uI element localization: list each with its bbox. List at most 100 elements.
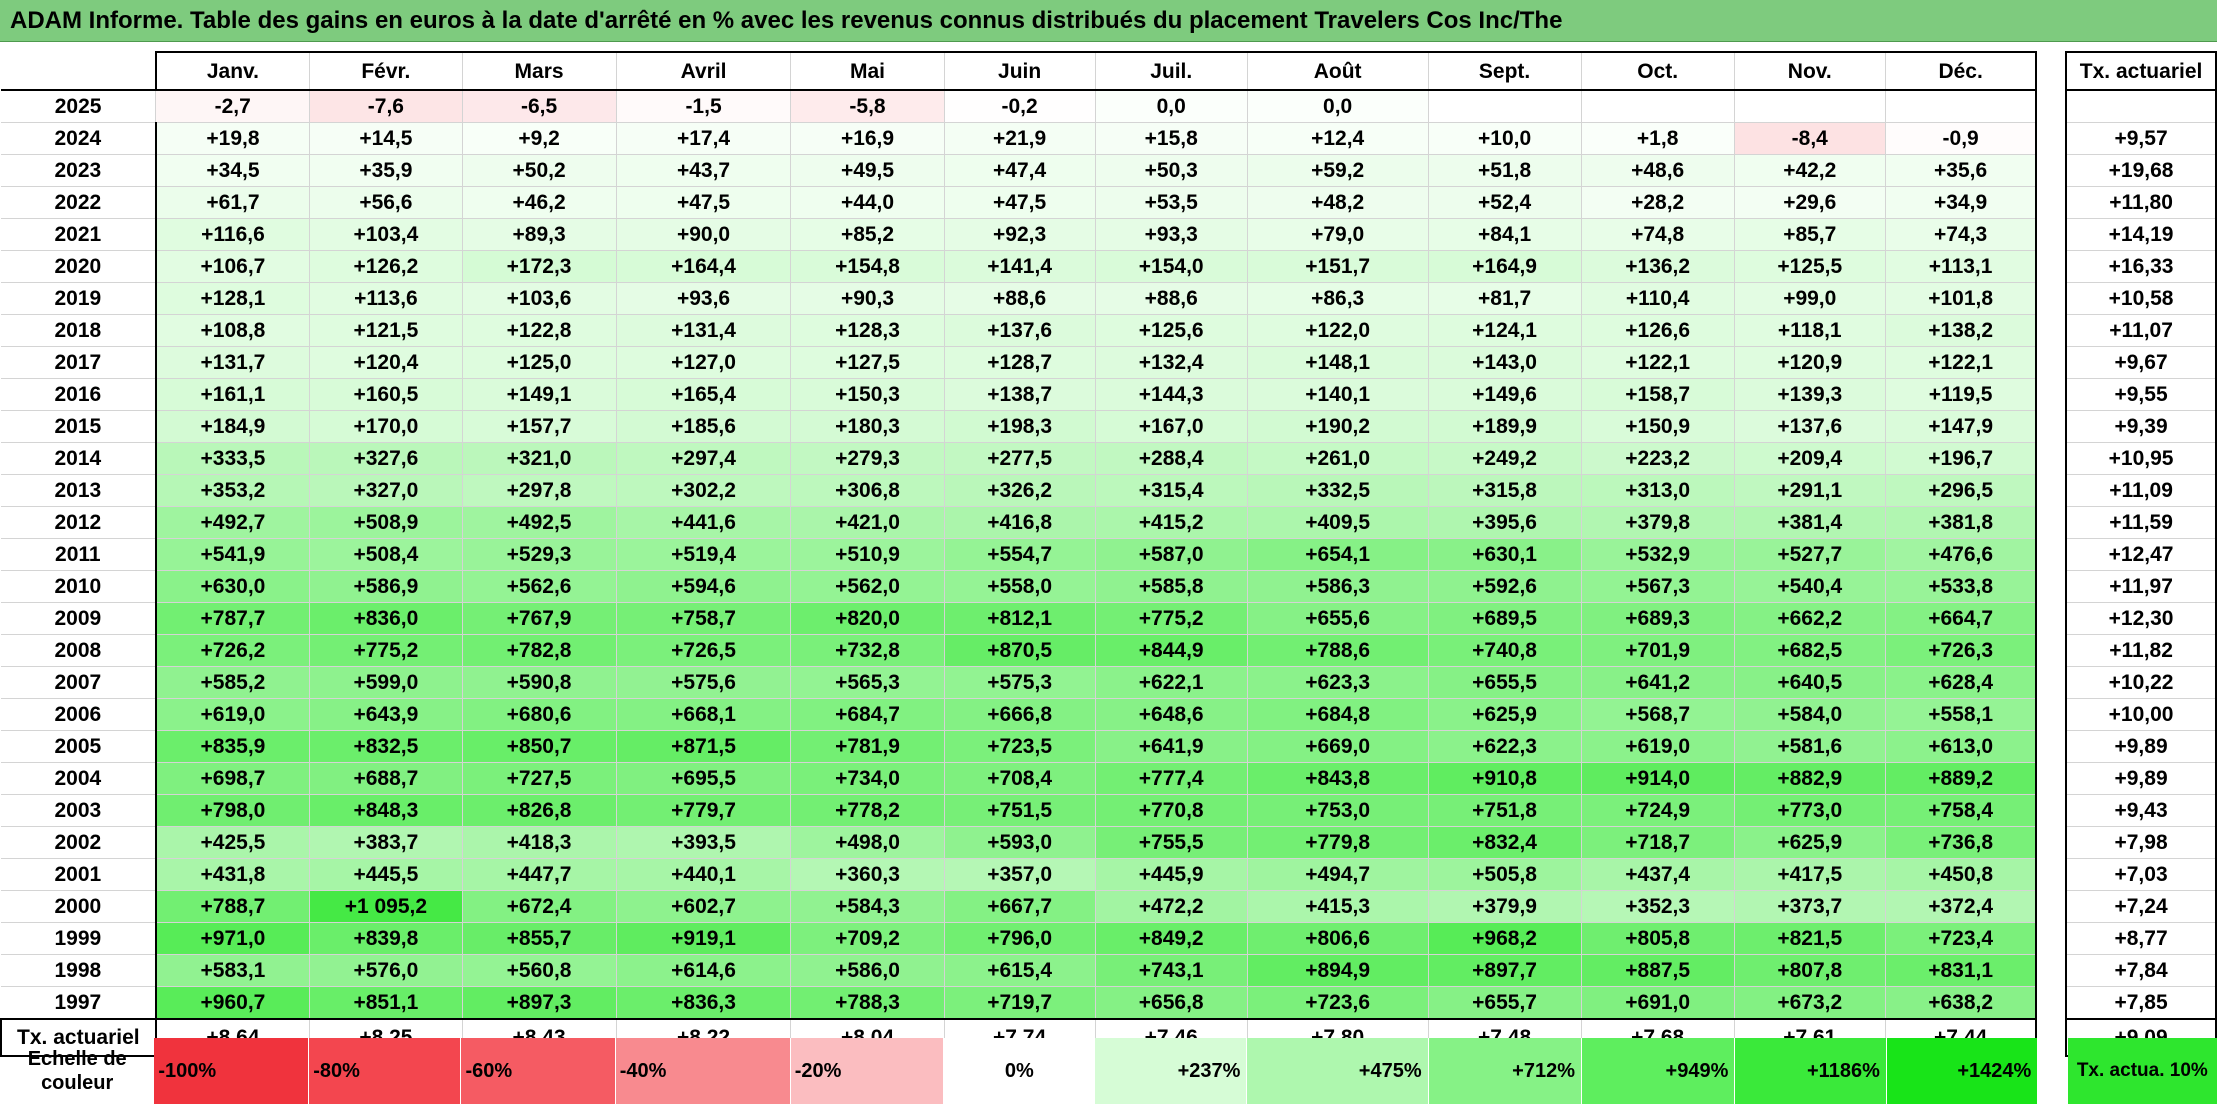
value-cell: +126,2	[309, 250, 463, 283]
value-cell: +788,3	[790, 986, 945, 1020]
value-cell: +753,0	[1246, 794, 1429, 827]
value-cell: +154,8	[790, 250, 945, 283]
value-cell: +372,4	[1884, 890, 2038, 923]
value-cell: +751,8	[1427, 794, 1582, 827]
value-cell: +585,2	[154, 666, 311, 699]
value-cell: +14,5	[309, 122, 463, 155]
value-cell: +223,2	[1580, 442, 1735, 475]
value-cell: +723,4	[1884, 922, 2038, 955]
value-cell: +821,5	[1733, 922, 1886, 955]
value-cell: +381,4	[1733, 506, 1886, 539]
value-cell: +415,3	[1246, 890, 1429, 923]
column-gap	[2036, 52, 2067, 90]
value-cell: +184,9	[154, 410, 311, 443]
table-row: 2000 +788,7 +1 095,2 +672,4 +602,7 +584,3 +667…	[1, 890, 2217, 923]
value-cell: +431,8	[154, 858, 311, 891]
value-cell: +395,6	[1427, 506, 1582, 539]
value-cell: +622,1	[1094, 666, 1248, 699]
value-cell: +541,9	[154, 538, 311, 571]
column-gap	[2036, 730, 2067, 763]
value-cell: +630,1	[1427, 538, 1582, 571]
year-label: 2025	[1, 89, 157, 123]
value-cell: +383,7	[309, 826, 463, 859]
value-cell: +74,3	[1884, 218, 2038, 251]
value-cell: +379,9	[1427, 890, 1582, 923]
value-cell: +172,3	[461, 250, 617, 283]
value-cell: -5,8	[790, 89, 945, 123]
value-cell: +820,0	[790, 602, 945, 635]
value-cell: +726,2	[154, 634, 311, 667]
month-header: Juin	[943, 51, 1096, 91]
value-cell: +562,6	[461, 570, 617, 603]
value-cell: +47,5	[943, 186, 1096, 219]
value-cell: +724,9	[1580, 794, 1735, 827]
value-cell: +49,5	[790, 154, 945, 187]
value-cell: -2,7	[155, 89, 311, 123]
tx-value: +10,95	[2065, 442, 2217, 475]
tx-value: +12,47	[2065, 538, 2217, 571]
value-cell: +655,7	[1427, 986, 1582, 1020]
value-cell: +288,4	[1094, 442, 1248, 475]
value-cell: +669,0	[1246, 730, 1429, 763]
tx-value: +10,58	[2065, 282, 2217, 315]
tx-value: +9,89	[2065, 730, 2217, 763]
value-cell: +575,6	[615, 666, 792, 699]
value-cell: +773,0	[1733, 794, 1886, 827]
tx-value: +7,98	[2065, 826, 2217, 859]
month-header: Janv.	[154, 51, 311, 91]
value-cell: +755,5	[1094, 826, 1248, 859]
value-cell: +421,0	[790, 506, 945, 539]
tx-value: +9,57	[2065, 122, 2217, 155]
value-cell: +806,6	[1246, 922, 1429, 955]
year-label: 2018	[1, 314, 157, 347]
value-cell: +81,7	[1427, 282, 1582, 315]
value-cell: +34,9	[1884, 186, 2038, 219]
header-corner	[1, 52, 156, 91]
value-cell: +16,9	[790, 122, 945, 155]
column-gap	[2036, 858, 2067, 891]
table-row: 1997 +960,7 +851,1 +897,3 +836,3 +788,3 +719,7…	[1, 986, 2217, 1020]
value-cell: +781,9	[790, 730, 945, 763]
value-cell: +832,4	[1427, 826, 1582, 859]
value-cell: +709,2	[790, 922, 945, 955]
value-cell: +128,3	[790, 314, 945, 347]
value-cell: +914,0	[1580, 762, 1735, 795]
year-label: 2011	[1, 538, 157, 571]
value-cell: +796,0	[943, 922, 1096, 955]
color-scale-legend: Echelle de couleur -100% -80% -60% -40% -20% 0…	[0, 1038, 2217, 1104]
value-cell: +807,8	[1733, 954, 1886, 987]
value-cell: +798,0	[154, 794, 311, 827]
tx-value: +9,39	[2065, 410, 2217, 443]
value-cell: +751,5	[943, 794, 1096, 827]
scale-swatch: +1186%	[1734, 1038, 1887, 1104]
year-label: 2003	[1, 794, 157, 827]
value-cell: +132,4	[1094, 346, 1248, 379]
value-cell: +140,1	[1246, 378, 1429, 411]
value-cell: +667,7	[943, 890, 1096, 923]
year-label: 2020	[1, 250, 157, 283]
value-cell: +35,6	[1884, 154, 2038, 187]
value-cell: +352,3	[1580, 890, 1735, 923]
value-cell: -1,5	[615, 89, 792, 123]
value-cell: +297,4	[615, 442, 792, 475]
value-cell: +583,1	[154, 954, 311, 987]
gains-table: Janv. Févr. Mars Avril Mai Juin Juil. Août Sept.…	[0, 51, 2217, 1057]
value-cell: +261,0	[1246, 442, 1429, 475]
year-label: 2023	[1, 154, 157, 187]
value-cell: +695,5	[615, 762, 792, 795]
value-cell: +558,1	[1884, 698, 2038, 731]
value-cell: +897,3	[461, 986, 617, 1020]
year-label: 1999	[1, 922, 157, 955]
column-gap	[2036, 762, 2067, 795]
table-row: 2006 +619,0 +643,9 +680,6 +668,1 +684,7 +666,8…	[1, 698, 2217, 731]
value-cell: +447,7	[461, 858, 617, 891]
column-gap	[2036, 186, 2067, 219]
value-cell: +619,0	[1580, 730, 1735, 763]
year-label: 2005	[1, 730, 157, 763]
column-gap	[2036, 122, 2067, 155]
value-cell: +701,9	[1580, 634, 1735, 667]
value-cell: +185,6	[615, 410, 792, 443]
table-row: 2021 +116,6 +103,4 +89,3 +90,0 +85,2 +92,3 +93,…	[1, 218, 2217, 251]
column-gap	[2036, 282, 2067, 315]
column-gap	[2036, 442, 2067, 475]
